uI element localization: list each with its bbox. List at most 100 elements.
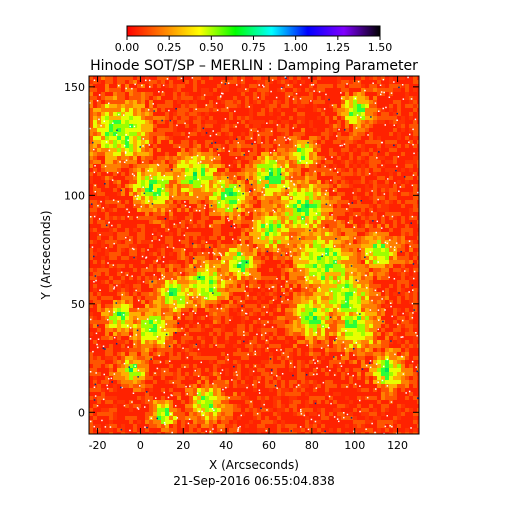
heatmap-cell [341, 160, 345, 164]
heatmap-cell [217, 176, 221, 180]
heatmap-cell [333, 268, 337, 272]
heatmap-cell [201, 340, 205, 344]
heatmap-cell [417, 300, 419, 304]
heatmap-cell [165, 304, 169, 308]
heatmap-cell [121, 92, 125, 96]
heatmap-cell [97, 412, 101, 416]
heatmap-cell [93, 116, 97, 120]
heatmap-cell [181, 340, 185, 344]
heatmap-cell [325, 120, 329, 124]
heatmap-cell [165, 368, 169, 372]
heatmap-cell [401, 380, 405, 384]
heatmap-cell [265, 92, 269, 96]
heatmap-cell [169, 304, 173, 308]
heatmap-cell [161, 132, 165, 136]
heatmap-cell [149, 112, 153, 116]
heatmap-cell [161, 120, 165, 124]
heatmap-cell [353, 112, 357, 116]
heatmap-cell [249, 304, 253, 308]
heatmap-cell [333, 216, 337, 220]
heatmap-cell [113, 144, 117, 148]
heatmap-cell [397, 376, 401, 380]
heatmap-cell [301, 280, 305, 284]
heatmap-cell [249, 348, 253, 352]
heatmap-cell [93, 200, 97, 204]
heatmap-cell [221, 176, 225, 180]
heatmap-cell [313, 304, 317, 308]
heatmap-cell [205, 244, 209, 248]
heatmap-cell [317, 268, 321, 272]
heatmap-cell [153, 260, 157, 264]
heatmap-cell [325, 328, 329, 332]
heatmap-cell [145, 212, 149, 216]
heatmap-cell [109, 100, 113, 104]
heatmap-cell [205, 400, 209, 404]
heatmap-cell [293, 80, 297, 84]
heatmap-cell [285, 152, 289, 156]
heatmap-cell [137, 112, 141, 116]
colorbar: 0.00 0.25 0.50 0.75 1.00 1.25 1.50 [115, 25, 392, 54]
heatmap-cell [129, 248, 133, 252]
heatmap-cell [261, 80, 265, 84]
heatmap-cell [285, 256, 289, 260]
heatmap-cell [353, 148, 357, 152]
heatmap-cell [285, 356, 289, 360]
heatmap-cell [293, 252, 297, 256]
heatmap-cell [121, 320, 125, 324]
heatmap-cell [345, 284, 349, 288]
heatmap-cell [369, 240, 373, 244]
heatmap-cell [357, 424, 361, 428]
heatmap-cell [93, 272, 97, 276]
heatmap-cell [105, 364, 109, 368]
heatmap-cell [117, 268, 121, 272]
heatmap-cell [149, 180, 153, 184]
heatmap-cell [217, 84, 221, 88]
heatmap-cell [129, 188, 133, 192]
heatmap-cell [217, 204, 221, 208]
heatmap-cell [89, 176, 93, 180]
heatmap-cell [333, 124, 337, 128]
heatmap-cell [377, 168, 381, 172]
heatmap-cell [189, 344, 193, 348]
heatmap-cell [189, 164, 193, 168]
heatmap-cell [245, 308, 249, 312]
heatmap-cell [381, 236, 385, 240]
heatmap-cell [109, 88, 113, 92]
heatmap-cell [177, 172, 181, 176]
heatmap-cell [221, 244, 225, 248]
heatmap-cell [377, 284, 381, 288]
heatmap-cell [337, 260, 341, 264]
heatmap-cell [325, 304, 329, 308]
heatmap-cell [313, 232, 317, 236]
heatmap-cell [305, 200, 309, 204]
heatmap-cell [269, 76, 273, 80]
heatmap-cell [109, 176, 113, 180]
heatmap-cell [189, 400, 193, 404]
heatmap-cell [233, 140, 237, 144]
heatmap-cell [185, 156, 189, 160]
heatmap-cell [133, 92, 137, 96]
heatmap-cell [165, 288, 169, 292]
heatmap-cell [313, 244, 317, 248]
heatmap-cell [357, 300, 361, 304]
heatmap-cell [149, 124, 153, 128]
heatmap-cell [197, 164, 201, 168]
heatmap-cell [389, 364, 393, 368]
heatmap-cell [273, 220, 277, 224]
heatmap-cell [205, 200, 209, 204]
heatmap-cell [221, 328, 225, 332]
heatmap-cell [341, 248, 345, 252]
heatmap-cell [189, 132, 193, 136]
heatmap-cell [101, 396, 105, 400]
heatmap-cell [293, 256, 297, 260]
heatmap-cell [189, 408, 193, 412]
heatmap-cell [413, 160, 417, 164]
heatmap-cell [177, 192, 181, 196]
heatmap-cell [261, 132, 265, 136]
heatmap-cell [133, 316, 137, 320]
heatmap-cell [145, 280, 149, 284]
heatmap-cell [353, 320, 357, 324]
heatmap-cell [113, 160, 117, 164]
heatmap-cell [261, 360, 265, 364]
